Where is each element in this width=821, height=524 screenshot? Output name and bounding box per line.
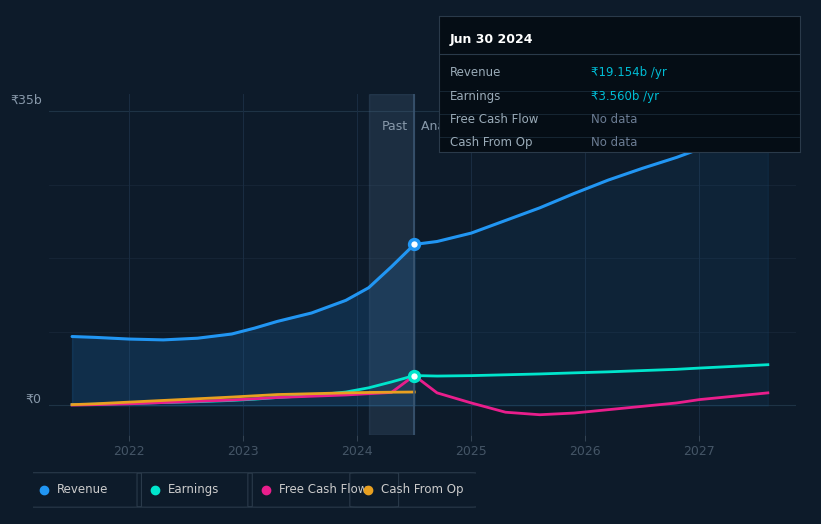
Text: ₹35b: ₹35b (10, 94, 42, 107)
Text: Jun 30 2024: Jun 30 2024 (450, 34, 534, 47)
Text: Free Cash Flow: Free Cash Flow (450, 113, 539, 126)
Text: Free Cash Flow: Free Cash Flow (279, 484, 367, 496)
Text: Cash From Op: Cash From Op (450, 136, 533, 149)
Bar (369, 94, 415, 435)
Text: Earnings: Earnings (450, 90, 502, 103)
Text: No data: No data (591, 113, 637, 126)
Text: Revenue: Revenue (450, 67, 502, 80)
Text: No data: No data (591, 136, 637, 149)
Text: ₹19.154b /yr: ₹19.154b /yr (591, 67, 667, 80)
Text: Revenue: Revenue (57, 484, 108, 496)
Text: ₹0: ₹0 (25, 393, 42, 406)
Text: Analysts Forecasts: Analysts Forecasts (421, 119, 538, 133)
Text: ₹3.560b /yr: ₹3.560b /yr (591, 90, 659, 103)
Text: Cash From Op: Cash From Op (381, 484, 463, 496)
Point (408, 240, 421, 248)
Text: Past: Past (381, 119, 407, 133)
Point (408, 372, 421, 380)
Text: Earnings: Earnings (168, 484, 219, 496)
